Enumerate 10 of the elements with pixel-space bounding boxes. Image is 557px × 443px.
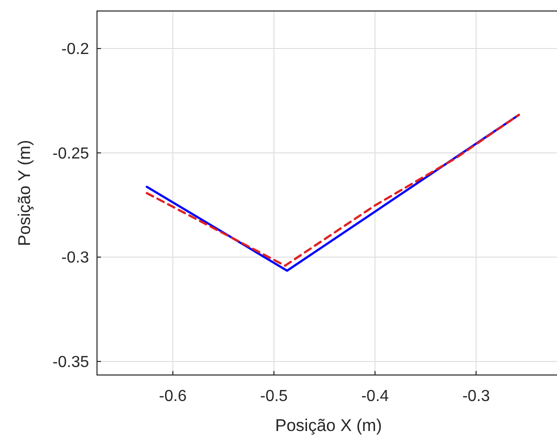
y-tick-label: -0.2 bbox=[61, 41, 90, 58]
x-axis-title: Posição X (m) bbox=[275, 416, 382, 435]
y-tick-label: -0.3 bbox=[61, 250, 90, 267]
x-tick-label: -0.3 bbox=[462, 388, 490, 405]
y-tick-label: -0.35 bbox=[52, 354, 90, 372]
x-tick-label: -0.5 bbox=[260, 388, 288, 405]
y-axis-title: Posição Y (m) bbox=[15, 140, 34, 246]
y-tick-label: -0.25 bbox=[52, 145, 90, 162]
x-tick-label: -0.6 bbox=[159, 388, 187, 405]
x-tick-label: -0.4 bbox=[361, 388, 389, 405]
